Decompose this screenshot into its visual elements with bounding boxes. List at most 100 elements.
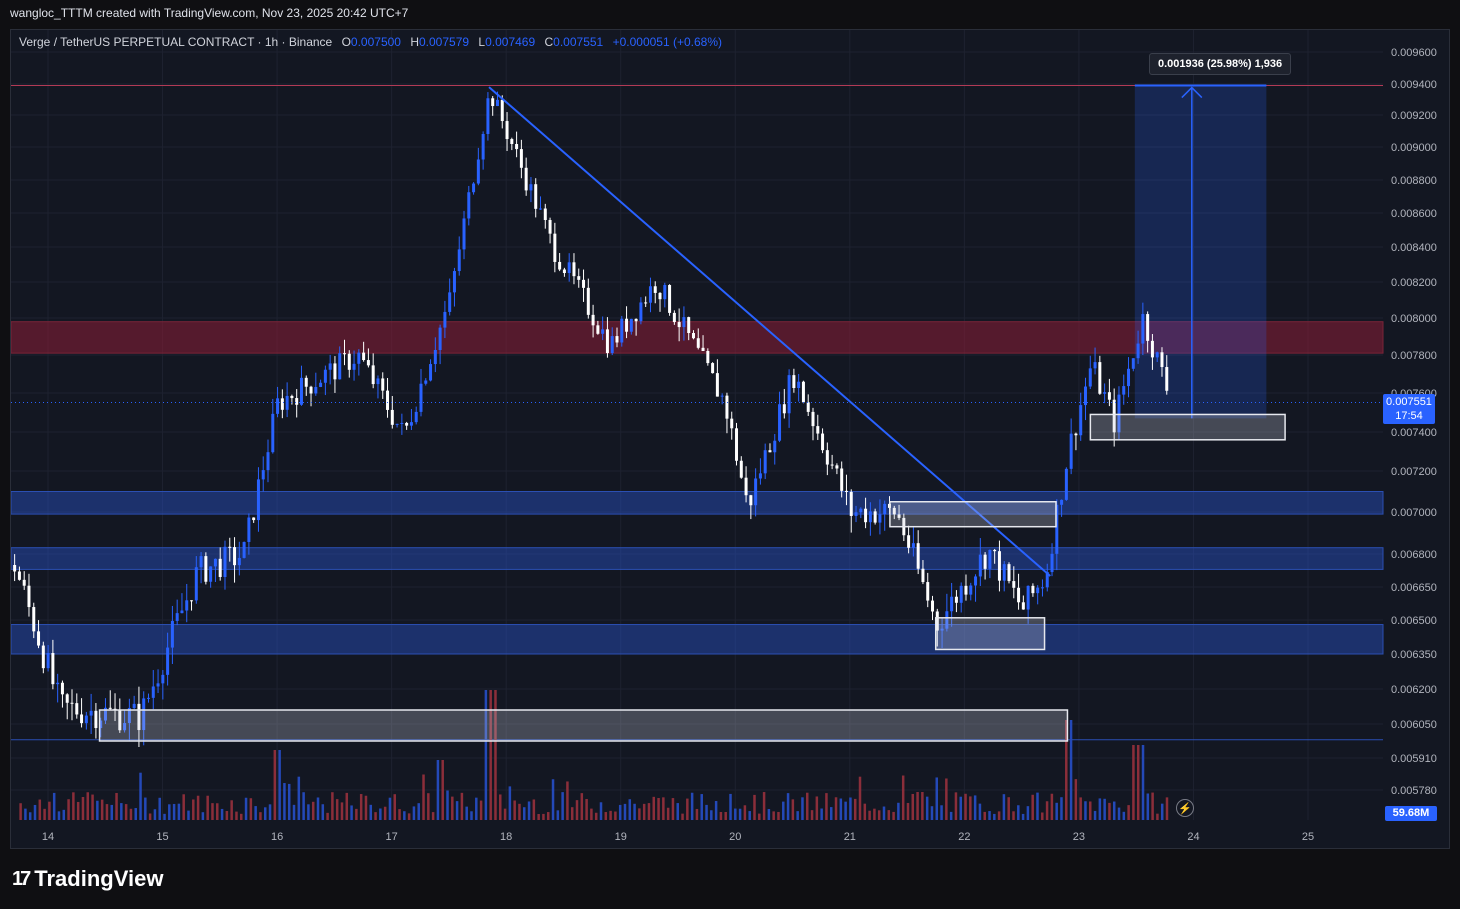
volume-bar [911,793,915,820]
candle-body [424,380,428,384]
y-tick-label: 0.007800 [1391,350,1437,362]
candle-body [60,682,64,695]
volume-bar [1136,745,1140,820]
candle-body [261,470,265,480]
volume-bar [1060,797,1063,820]
volume-bar [949,811,953,820]
volume-bar [921,792,924,820]
range-box [934,617,1046,651]
candle-body [472,183,476,193]
volume-bar [791,799,795,820]
candle-body [452,271,456,293]
candle-body [1007,564,1011,582]
volume-bar [1055,802,1058,820]
brand-name: TradingView [34,866,164,891]
candle-body [1150,340,1154,358]
volume-bar [940,805,943,820]
candle-body [864,508,868,523]
volume-bar [172,803,176,820]
candle-body [935,611,939,631]
candle-body [854,512,858,516]
y-tick-label: 0.008000 [1391,313,1437,325]
candle-body [1098,362,1102,394]
candle-body [778,404,782,441]
volume-bar [1160,803,1164,820]
volume-bar [427,793,430,820]
last-price-tag: 0.007551 17:54 [1383,394,1435,424]
legend-low-label: L [478,35,486,49]
volume-tag: 59.68M [1385,806,1437,821]
volume-bar [100,799,104,820]
candle-body [1074,433,1078,436]
y-tick-label: 0.007400 [1391,427,1437,439]
volume-bar [48,801,51,820]
range-box [889,501,1057,528]
candle-body [553,233,557,262]
candle-body [969,585,973,595]
volume-bar [681,813,684,820]
volume-bar [532,799,536,820]
volume-bar [614,811,617,820]
volume-bar [331,792,334,820]
volume-bar [782,801,785,820]
candle-body [974,576,978,586]
x-tick-label: 19 [615,831,627,843]
measure-label[interactable]: 0.001936 (25.98%) 1,936 [1149,53,1292,75]
volume-bar [168,804,171,820]
volume-bar [33,804,37,820]
x-tick-label: 15 [156,831,168,843]
volume-bar [892,811,895,820]
volume-bar [518,803,521,820]
candle-body [319,382,323,387]
volume-bar [158,797,161,820]
volume-bar [1012,811,1015,820]
volume-bar [997,811,1001,820]
candle-body [161,674,165,684]
volume-bar [993,813,996,820]
candle-body [314,386,318,394]
candle-body [586,287,590,315]
candle-body [1136,343,1140,359]
chart-panel[interactable]: 0.009600 0.009400 0.009200 0.009000 0.008800… [10,29,1450,849]
candle-body [333,363,337,380]
candle-body [763,450,767,474]
y-tick-label: 0.005910 [1391,753,1437,765]
price-chart[interactable]: 0.009600 0.009400 0.009200 0.009000 0.008800… [11,30,1450,849]
candle-body [405,422,409,426]
candle-body [290,395,294,399]
candle-body [567,262,571,274]
volume-bar [954,792,958,820]
volume-bar [374,812,377,820]
volume-bar [326,812,329,820]
volume-bar [801,797,804,820]
volume-bar [1017,805,1020,820]
volume-bar [345,792,349,820]
volume-bar [580,793,584,820]
volume-bar [1050,793,1054,820]
candle-body [558,261,562,270]
candle-body [1055,504,1059,554]
volume-bar [556,810,560,820]
candle-body [1146,314,1150,341]
brand-footer[interactable]: 17 TradingView [12,866,163,892]
volume-bar [834,797,838,820]
volume-bar [182,794,185,820]
candle-body [725,395,729,419]
candle-body [204,556,208,582]
volume-bar [882,806,886,820]
candle-body [419,383,423,412]
candle-body [84,715,88,724]
lightning-icon[interactable]: ⚡ [1176,799,1194,817]
volume-bar [1103,798,1106,820]
candle-body [1107,392,1111,400]
volume-bar [297,776,301,820]
volume-bar [220,808,224,820]
legend-symbol[interactable]: Verge / TetherUS PERPETUAL CONTRACT · 1h… [19,35,333,49]
tradingview-logo-icon: 17 [12,867,31,890]
candle-body [390,409,394,425]
candle-body [127,707,131,724]
candle-body [194,567,198,601]
candle-body [940,628,944,631]
candle-body [22,579,26,586]
volume-bar [355,808,358,820]
